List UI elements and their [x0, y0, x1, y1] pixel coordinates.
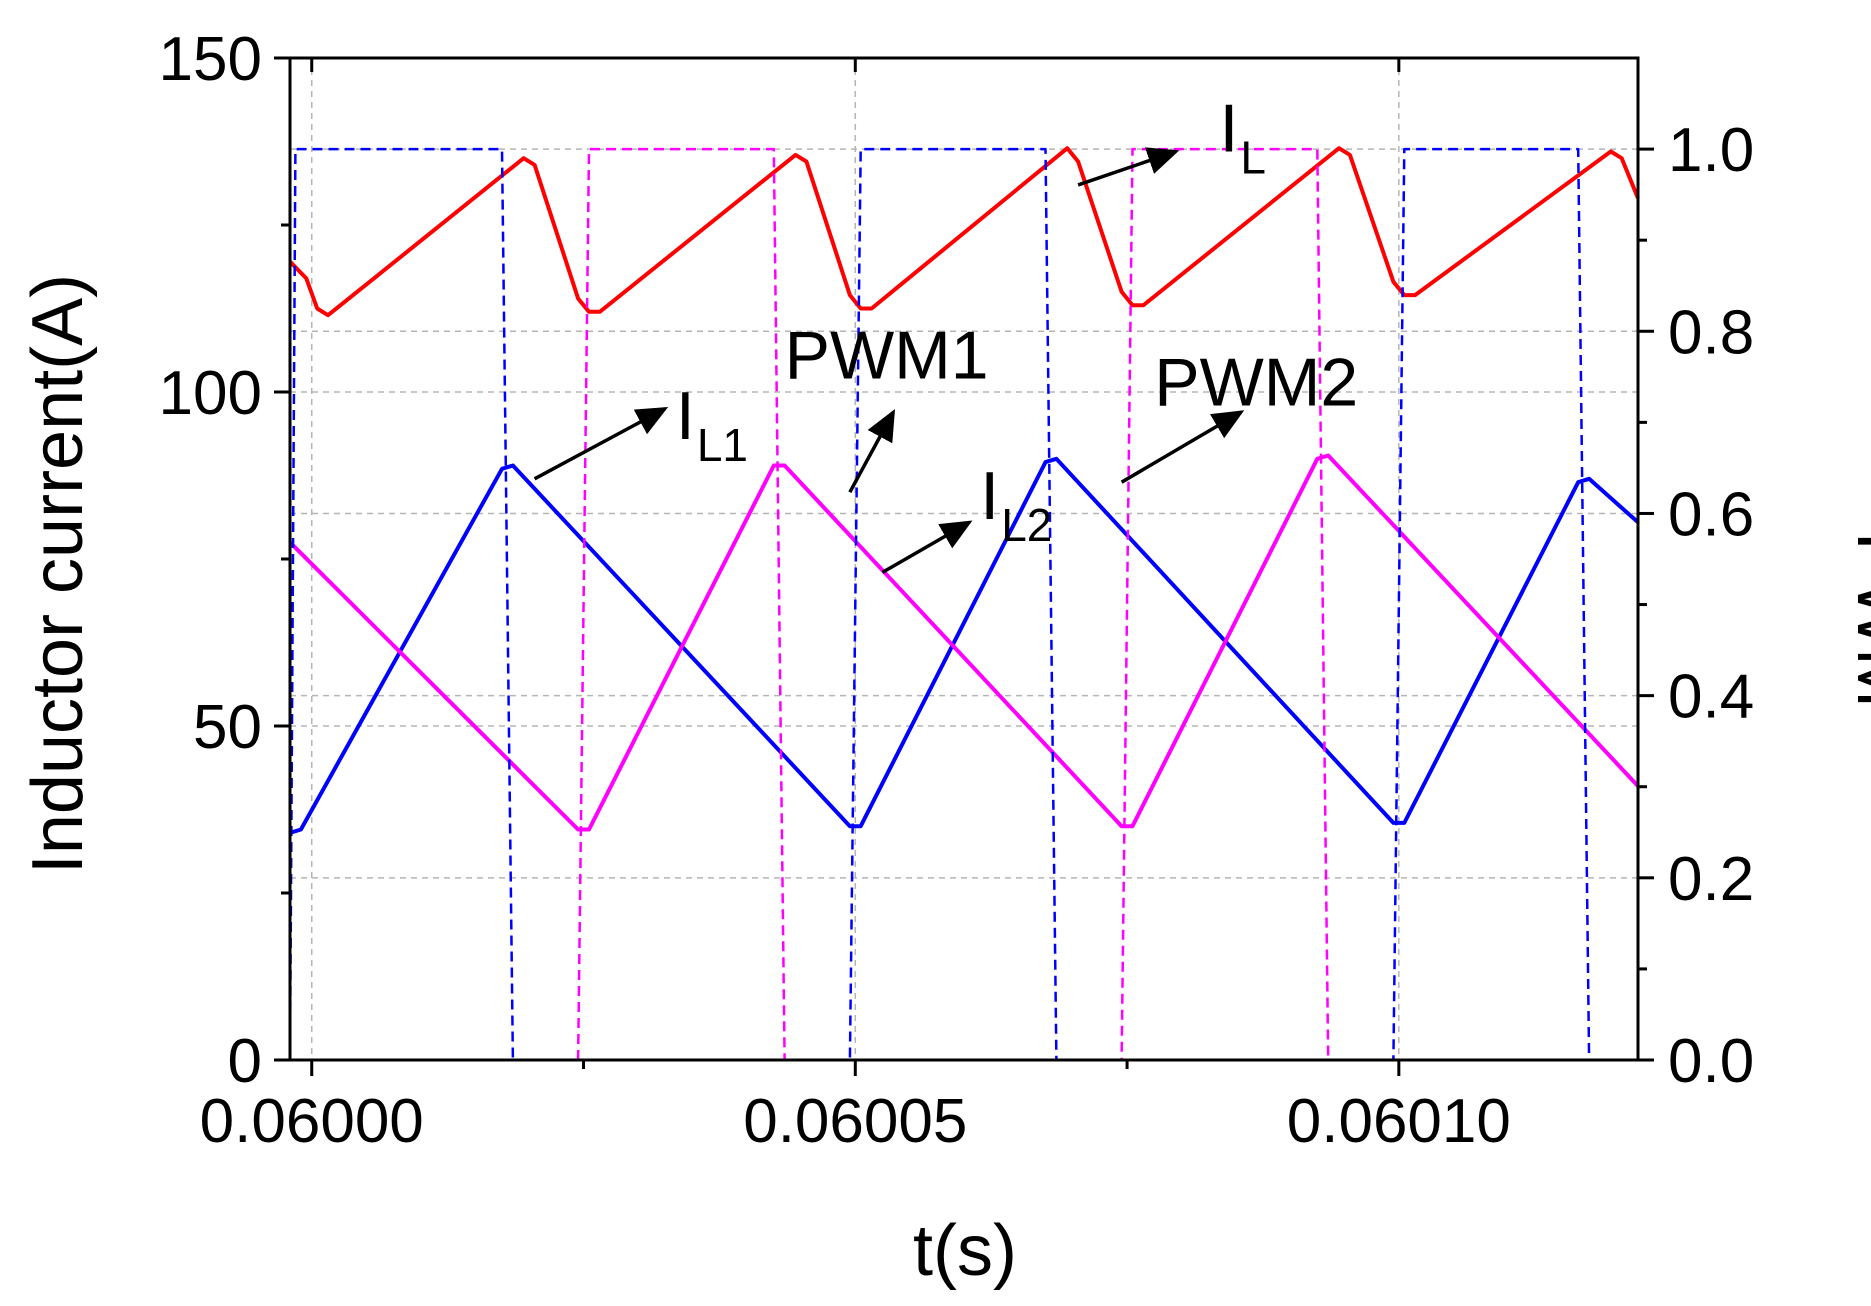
x-tick-label: 0.06000 [200, 1087, 424, 1156]
series-pwm1 [288, 147, 1591, 1062]
y-tick-label: 100 [159, 359, 262, 428]
annotation-arrow-1 [533, 407, 669, 481]
y-tick-label: 50 [193, 693, 262, 762]
y2-tick-label: 0.2 [1668, 845, 1754, 914]
x-axis-title: t(s) [913, 1211, 1017, 1291]
y2-axis-title: PWM [1842, 532, 1871, 708]
annotation-arrow-4 [1120, 410, 1245, 484]
axes: 0.06000 0.06005 0.06010 0 50 100 150 0.0 0.2 0.4 0… [159, 25, 1755, 1156]
y-tick-label: 0 [228, 1027, 262, 1096]
annotation-arrow-0 [1077, 147, 1180, 187]
y2-tick-label: 0.4 [1668, 663, 1754, 732]
annotation-arrow-3 [881, 520, 973, 574]
annotation-label-0: IL [1219, 91, 1266, 184]
annotation-label-2: PWM1 [785, 318, 989, 394]
x-tick-label: 0.06005 [743, 1087, 967, 1156]
y-axis-title: Inductor current(A) [18, 274, 98, 874]
series-il [288, 146, 1640, 318]
y2-tick-label: 0.0 [1668, 1027, 1754, 1096]
y2-tick-label: 0.6 [1668, 480, 1754, 549]
y-tick-label: 150 [159, 25, 262, 94]
series-il1 [289, 456, 1640, 835]
x-tick-label: 0.06010 [1287, 1087, 1511, 1156]
series-pwm2 [576, 147, 1330, 1062]
annotation-arrow-2 [848, 408, 896, 494]
y2-tick-label: 1.0 [1668, 116, 1754, 185]
y2-tick-label: 0.8 [1668, 298, 1754, 367]
series-il2 [288, 453, 1640, 832]
plot-series [288, 146, 1640, 1062]
annotation-label-4: PWM2 [1154, 344, 1358, 420]
